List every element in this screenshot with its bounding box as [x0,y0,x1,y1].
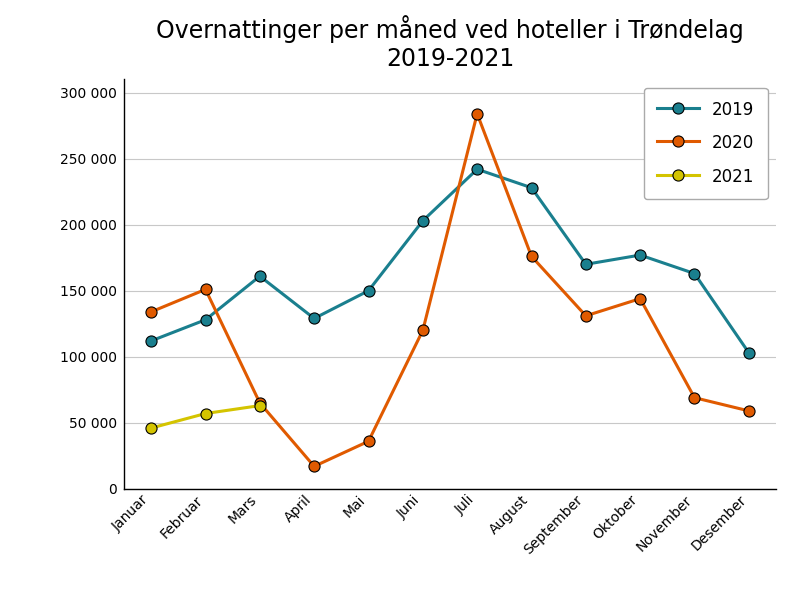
2020 [526,253,536,260]
2021 [146,425,156,432]
2020 [255,400,265,407]
2019 [146,337,156,345]
2019 [418,217,428,224]
2020 [690,394,699,401]
Legend: 2019, 2020, 2021: 2019, 2020, 2021 [644,88,768,199]
2021 [201,410,210,417]
2019 [255,273,265,280]
2020 [201,286,210,293]
2019 [364,287,374,295]
2020 [310,463,319,470]
2019 [744,349,754,356]
2019 [201,316,210,323]
2019 [581,261,590,268]
Line: 2019: 2019 [146,164,754,358]
2019 [472,166,482,173]
2020 [581,312,590,320]
2019 [635,251,645,258]
2019 [690,270,699,277]
2020 [472,110,482,117]
2021 [255,402,265,409]
2019 [526,184,536,191]
2020 [635,295,645,302]
Line: 2020: 2020 [146,108,754,472]
Line: 2021: 2021 [146,400,266,434]
2020 [418,327,428,334]
2019 [310,315,319,322]
2020 [146,308,156,315]
2020 [364,437,374,445]
2020 [744,407,754,414]
Title: Overnattinger per måned ved hoteller i Trøndelag
2019-2021: Overnattinger per måned ved hoteller i T… [156,15,744,70]
